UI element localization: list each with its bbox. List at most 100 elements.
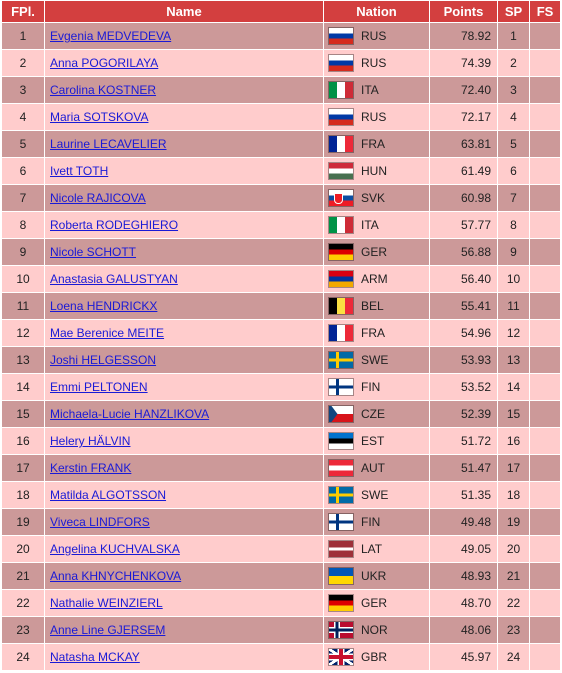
points: 48.93 (429, 562, 498, 590)
free-skating-place (529, 130, 561, 158)
final-place: 24 (1, 643, 45, 671)
skater-name-cell: Angelina KUCHVALSKA (44, 535, 324, 563)
points: 72.17 (429, 103, 498, 131)
skater-name-link[interactable]: Viveca LINDFORS (50, 515, 150, 529)
skater-name-cell: Joshi HELGESSON (44, 346, 324, 374)
table-row: 23 Anne Line GJERSEM NOR 48.06 23 (1, 616, 561, 644)
skater-name-link[interactable]: Nicole RAJICOVA (50, 191, 146, 205)
skater-name-link[interactable]: Anastasia GALUSTYAN (50, 272, 178, 286)
free-skating-place (529, 76, 561, 104)
free-skating-place (529, 211, 561, 239)
skater-name-link[interactable]: Anna KHNYCHENKOVA (50, 569, 182, 583)
final-place: 7 (1, 184, 45, 212)
flag-icon (329, 406, 353, 422)
skater-name-link[interactable]: Evgenia MEDVEDEVA (50, 29, 172, 43)
short-program-place: 6 (497, 157, 530, 185)
nation-code: GER (361, 596, 388, 610)
short-program-place: 7 (497, 184, 530, 212)
nation-code: HUN (361, 164, 387, 178)
nation-code: EST (361, 434, 385, 448)
skater-name-cell: Helery HÄLVIN (44, 427, 324, 455)
nation-cell: HUN (323, 157, 430, 185)
skater-name-link[interactable]: Angelina KUCHVALSKA (50, 542, 180, 556)
skater-name-link[interactable]: Anne Line GJERSEM (50, 623, 166, 637)
skater-name-link[interactable]: Kerstin FRANK (50, 461, 132, 475)
flag-icon (329, 298, 353, 314)
skater-name-cell: Nicole RAJICOVA (44, 184, 324, 212)
nation-code: UKR (361, 569, 387, 583)
flag-icon (329, 595, 353, 611)
skater-name-cell: Nathalie WEINZIERL (44, 589, 324, 617)
final-place: 21 (1, 562, 45, 590)
skater-name-cell: Carolina KOSTNER (44, 76, 324, 104)
skater-name-link[interactable]: Carolina KOSTNER (50, 83, 157, 97)
skater-name-link[interactable]: Matilda ALGOTSSON (50, 488, 167, 502)
points: 48.70 (429, 589, 498, 617)
skater-name-link[interactable]: Anna POGORILAYA (50, 56, 159, 70)
table-row: 10 Anastasia GALUSTYAN ARM 56.40 10 (1, 265, 561, 293)
nation-cell: EST (323, 427, 430, 455)
points: 51.72 (429, 427, 498, 455)
column-header-nation[interactable]: Nation (323, 0, 430, 23)
free-skating-place (529, 454, 561, 482)
flag-icon (329, 541, 353, 557)
skater-name-cell: Emmi PELTONEN (44, 373, 324, 401)
skater-name-cell: Ivett TOTH (44, 157, 324, 185)
skater-name-link[interactable]: Nathalie WEINZIERL (50, 596, 163, 610)
final-place: 17 (1, 454, 45, 482)
free-skating-place (529, 481, 561, 509)
column-header-fs[interactable]: FS (529, 0, 561, 23)
final-place: 11 (1, 292, 45, 320)
final-place: 3 (1, 76, 45, 104)
free-skating-place (529, 508, 561, 536)
short-program-place: 9 (497, 238, 530, 266)
skater-name-link[interactable]: Helery HÄLVIN (50, 434, 131, 448)
flag-icon (329, 649, 353, 665)
short-program-place: 19 (497, 508, 530, 536)
final-place: 9 (1, 238, 45, 266)
skater-name-link[interactable]: Loena HENDRICKX (50, 299, 158, 313)
flag-icon (329, 460, 353, 476)
skater-name-link[interactable]: Joshi HELGESSON (50, 353, 157, 367)
nation-cell: SVK (323, 184, 430, 212)
short-program-place: 14 (497, 373, 530, 401)
nation-code: ARM (361, 272, 388, 286)
table-row: 12 Mae Berenice MEITE FRA 54.96 12 (1, 319, 561, 347)
skater-name-cell: Loena HENDRICKX (44, 292, 324, 320)
short-program-place: 16 (497, 427, 530, 455)
skater-name-link[interactable]: Roberta RODEGHIERO (50, 218, 179, 232)
nation-cell: RUS (323, 49, 430, 77)
column-header-name[interactable]: Name (44, 0, 324, 23)
table-row: 24 Natasha MCKAY GBR 45.97 24 (1, 643, 561, 671)
skater-name-link[interactable]: Laurine LECAVELIER (50, 137, 167, 151)
skater-name-link[interactable]: Michaela-Lucie HANZLIKOVA (50, 407, 210, 421)
final-place: 15 (1, 400, 45, 428)
skater-name-link[interactable]: Emmi PELTONEN (50, 380, 148, 394)
nation-code: SVK (361, 191, 386, 205)
skater-name-link[interactable]: Natasha MCKAY (50, 650, 140, 664)
skater-name-link[interactable]: Maria SOTSKOVA (50, 110, 149, 124)
points: 55.41 (429, 292, 498, 320)
nation-code: FIN (361, 515, 381, 529)
nation-code: SWE (361, 353, 389, 367)
skater-name-link[interactable]: Mae Berenice MEITE (50, 326, 165, 340)
flag-icon (329, 514, 353, 530)
free-skating-place (529, 346, 561, 374)
skater-name-cell: Viveca LINDFORS (44, 508, 324, 536)
skater-name-link[interactable]: Ivett TOTH (50, 164, 109, 178)
short-program-place: 24 (497, 643, 530, 671)
nation-code: FRA (361, 326, 385, 340)
column-header-sp[interactable]: SP (497, 0, 530, 23)
nation-cell: UKR (323, 562, 430, 590)
table-row: 15 Michaela-Lucie HANZLIKOVA CZE 52.39 15 (1, 400, 561, 428)
points: 51.35 (429, 481, 498, 509)
column-header-points[interactable]: Points (429, 0, 498, 23)
flag-icon (329, 325, 353, 341)
skater-name-link[interactable]: Nicole SCHOTT (50, 245, 137, 259)
column-header-fpl[interactable]: FPl. (1, 0, 45, 23)
flag-icon (329, 217, 353, 233)
short-program-place: 4 (497, 103, 530, 131)
nation-cell: ARM (323, 265, 430, 293)
table-row: 18 Matilda ALGOTSSON SWE 51.35 18 (1, 481, 561, 509)
nation-cell: ITA (323, 76, 430, 104)
